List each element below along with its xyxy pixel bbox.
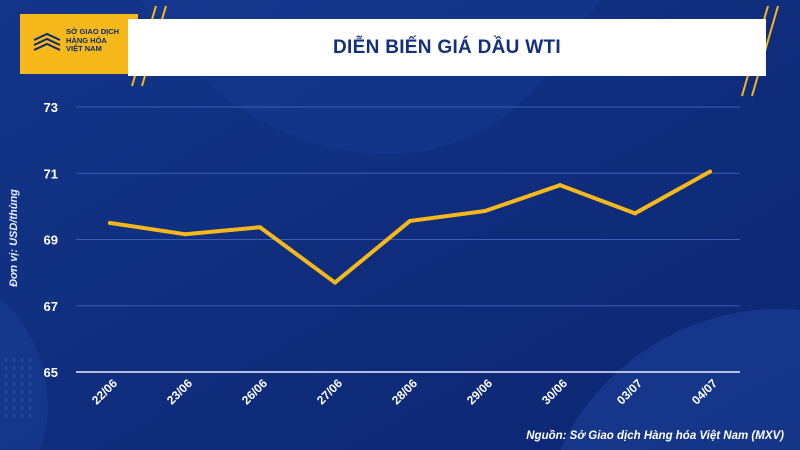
x-tick-label: 30/06	[539, 376, 570, 407]
logo-line-3: VIỆT NAM	[66, 44, 102, 53]
y-tick-label: 67	[44, 299, 58, 314]
y-tick-label: 69	[44, 233, 58, 248]
chart-title: DIỄN BIẾN GIÁ DẦU WTI	[333, 36, 561, 58]
x-tick-label: 27/06	[314, 376, 345, 407]
data-point	[483, 209, 487, 214]
y-axis-label: Đơn vị: USD/thùng	[8, 189, 20, 287]
data-point	[558, 183, 562, 188]
y-tick-label: 73	[44, 100, 58, 115]
y-tick-label: 65	[44, 365, 58, 380]
x-tick-label: 28/06	[389, 376, 420, 407]
source-note: Nguồn: Sở Giao dịch Hàng hóa Việt Nam (M…	[526, 430, 784, 442]
x-tick-label: 04/07	[689, 376, 720, 407]
data-point	[333, 280, 337, 285]
x-tick-label: 22/06	[89, 376, 120, 407]
x-tick-label: 29/06	[464, 376, 495, 407]
y-axis-ticks: 65 67 69 71 73	[44, 100, 58, 380]
logo-line-1: SỞ GIAO DỊCH	[66, 27, 120, 36]
logo-mark-icon	[33, 32, 61, 51]
x-tick-label: 23/06	[164, 376, 195, 407]
series-line	[108, 169, 712, 285]
data-point	[108, 220, 112, 225]
series-layer	[108, 169, 712, 285]
logo: SỞ GIAO DỊCH HÀNG HÓA VIỆT NAM	[20, 14, 138, 74]
header-bar	[128, 19, 766, 76]
x-tick-label: 26/06	[239, 376, 270, 407]
x-axis-ticks: 22/06 23/06 26/06 27/06 28/06 29/06 30/06 03/07…	[89, 376, 720, 407]
data-point	[408, 218, 412, 223]
logo-line-2: HÀNG HÓA	[66, 35, 107, 45]
x-tick-label: 03/07	[614, 376, 645, 407]
data-point	[708, 169, 712, 174]
data-point	[258, 225, 262, 230]
y-tick-label: 71	[44, 166, 58, 181]
data-point	[633, 211, 637, 216]
logo-text: SỞ GIAO DỊCH HÀNG HÓA VIỆT NAM	[66, 27, 136, 54]
gridlines	[76, 106, 740, 373]
data-point	[183, 232, 187, 237]
